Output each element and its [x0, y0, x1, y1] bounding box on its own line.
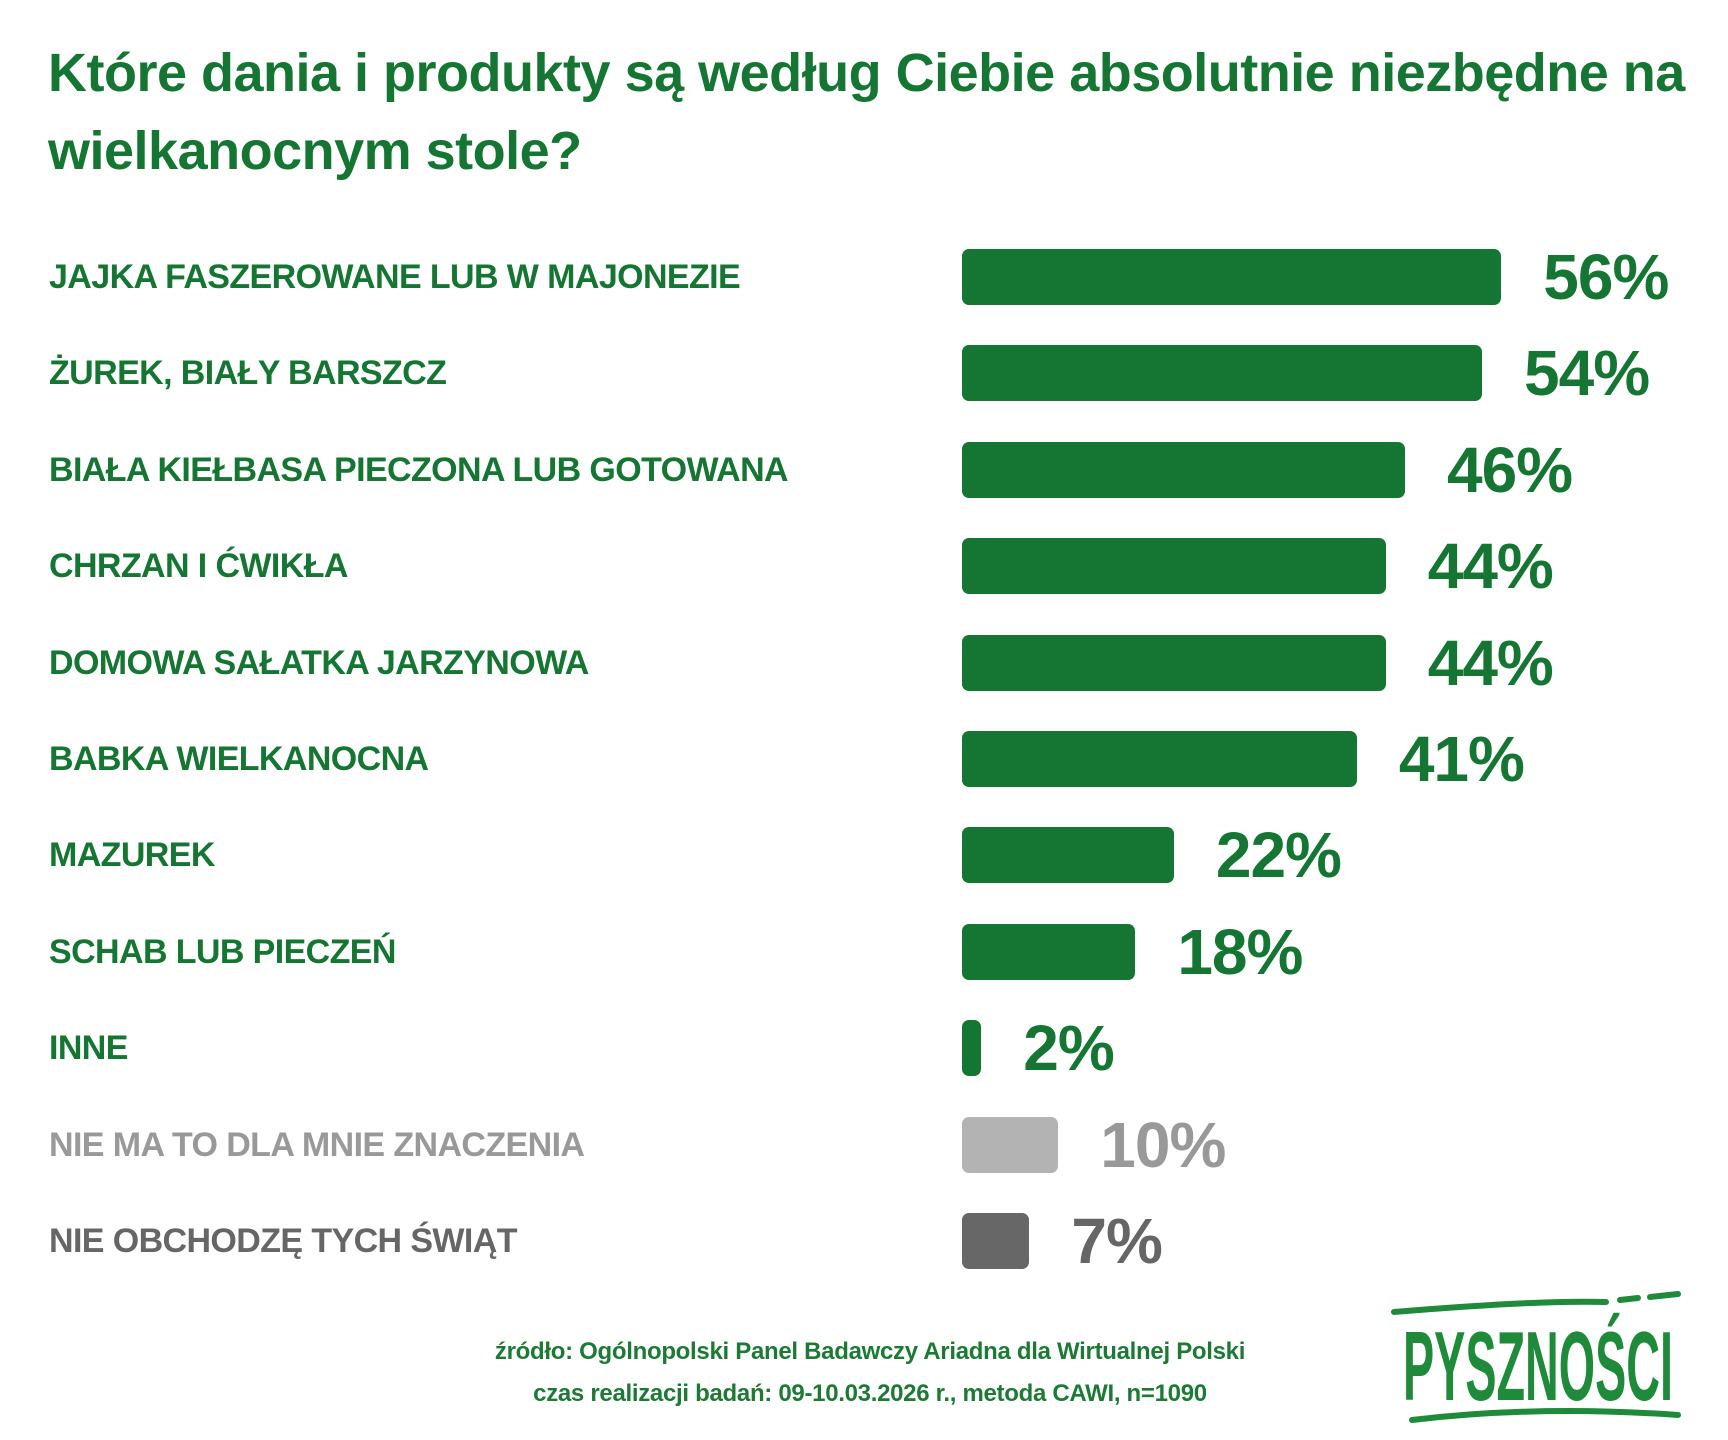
value-label: 10%	[1100, 1108, 1226, 1181]
bar	[962, 1020, 982, 1077]
logo-text: PYSZNOŚCI	[1403, 1311, 1673, 1421]
bar	[962, 538, 1386, 595]
bar	[962, 249, 1502, 305]
bar	[962, 923, 1136, 980]
method-note: czas realizacji badań: 09-10.03.2026 r.,…	[533, 1380, 1207, 1407]
category-label: SCHAB LUB PIECZEŃ	[49, 932, 396, 971]
bar	[962, 345, 1483, 402]
bar	[962, 827, 1174, 884]
bar-row: CHRZAN I ĆWIKŁA 44%	[0, 532, 1728, 600]
category-label: MAZUREK	[49, 836, 215, 875]
bar	[962, 1116, 1059, 1173]
value-label: 7%	[1071, 1205, 1162, 1277]
bar-row: JAJKA FASZEROWANE LUB W MAJONEZIE 56%	[0, 243, 1728, 311]
value-label: 2%	[1023, 1012, 1114, 1085]
bar-row: BABKA WIELKANOCNA 41%	[0, 725, 1728, 793]
bar	[962, 634, 1386, 691]
value-label: 41%	[1398, 723, 1525, 795]
source-note: źródło: Ogólnopolski Panel Badawczy Aria…	[494, 1338, 1246, 1365]
category-label: NIE MA TO DLA MNIE ZNACZENIA	[49, 1125, 585, 1164]
value-label: 18%	[1177, 915, 1303, 988]
bar	[962, 1213, 1030, 1269]
category-label: CHRZAN I ĆWIKŁA	[49, 547, 348, 586]
value-label: 56%	[1543, 241, 1669, 313]
value-label: 54%	[1524, 337, 1650, 410]
value-label: 46%	[1446, 433, 1573, 506]
value-label: 22%	[1215, 819, 1342, 892]
category-label: ŻUREK, BIAŁY BARSZCZ	[49, 354, 447, 393]
bar-row: DOMOWA SAŁATKA JARZYNOWA 44%	[0, 629, 1728, 697]
bar-row: BIAŁA KIEŁBASA PIECZONA LUB GOTOWANA 46%	[0, 436, 1728, 504]
category-label: DOMOWA SAŁATKA JARZYNOWA	[49, 643, 589, 682]
bar	[962, 731, 1357, 787]
bar-row: MAZUREK 22%	[0, 821, 1728, 889]
category-label: BIAŁA KIEŁBASA PIECZONA LUB GOTOWANA	[49, 450, 789, 489]
bar-row: NIE OBCHODZĘ TYCH ŚWIĄT 7%	[0, 1207, 1728, 1275]
bar	[962, 441, 1405, 498]
value-label: 44%	[1427, 626, 1554, 699]
chart-title: Które dania i produkty są według Ciebie …	[48, 43, 1685, 181]
pysznosci-logo: PYSZNOŚCI	[1391, 1291, 1681, 1423]
bar-row: ŻUREK, BIAŁY BARSZCZ 54%	[0, 339, 1728, 407]
bar-row: NIE MA TO DLA MNIE ZNACZENIA 10%	[0, 1111, 1728, 1179]
category-label: NIE OBCHODZĘ TYCH ŚWIĄT	[49, 1222, 517, 1260]
category-label: INNE	[49, 1029, 128, 1068]
category-label: JAJKA FASZEROWANE LUB W MAJONEZIE	[49, 258, 741, 296]
value-label: 44%	[1427, 530, 1554, 603]
category-label: BABKA WIELKANOCNA	[49, 740, 429, 778]
bar-row: INNE 2%	[0, 1014, 1728, 1082]
bar-row: SCHAB LUB PIECZEŃ 18%	[0, 918, 1728, 986]
